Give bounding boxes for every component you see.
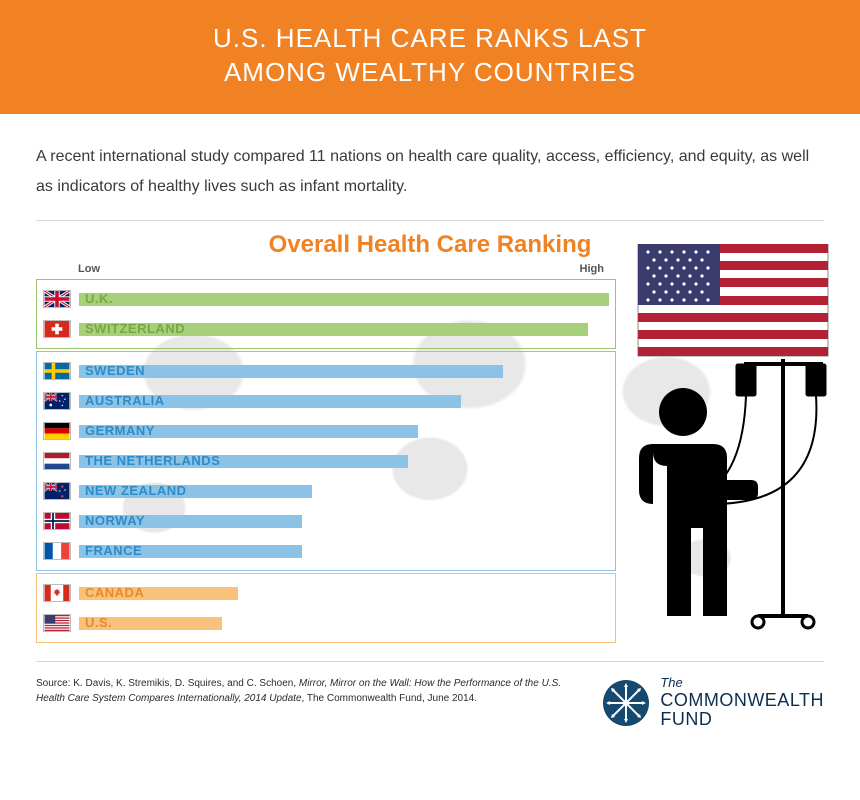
ranking-row: CANADA bbox=[43, 578, 609, 608]
flag-us-icon bbox=[43, 614, 71, 632]
flag-se-icon bbox=[43, 362, 71, 380]
ranking-row: SWEDEN bbox=[43, 356, 609, 386]
chart-container: Overall Health Care Ranking Low High U.K… bbox=[36, 220, 824, 643]
bar-area: SWEDEN bbox=[79, 365, 609, 378]
ranking-row: THE NETHERLANDS bbox=[43, 446, 609, 476]
ranking-row: NEW ZEALAND bbox=[43, 476, 609, 506]
country-label: NORWAY bbox=[85, 513, 145, 528]
commonwealth-fund-logo: The COMMONWEALTH FUND bbox=[602, 676, 824, 730]
ranking-row: NORWAY bbox=[43, 506, 609, 536]
country-label: AUSTRALIA bbox=[85, 393, 165, 408]
country-label: NEW ZEALAND bbox=[85, 483, 187, 498]
country-label: U.S. bbox=[85, 615, 112, 630]
ranking-row: GERMANY bbox=[43, 416, 609, 446]
flag-nz-icon bbox=[43, 482, 71, 500]
ranking-bar bbox=[79, 293, 609, 306]
bar-area: THE NETHERLANDS bbox=[79, 455, 609, 468]
flag-uk-icon bbox=[43, 290, 71, 308]
bar-area: FRANCE bbox=[79, 545, 609, 558]
header-line1: U.S. HEALTH CARE RANKS LAST bbox=[213, 23, 647, 53]
logo-text: The COMMONWEALTH FUND bbox=[660, 676, 824, 730]
us-flag-large-icon bbox=[638, 244, 828, 356]
source-citation: Source: K. Davis, K. Stremikis, D. Squir… bbox=[36, 676, 582, 706]
bar-area: GERMANY bbox=[79, 425, 609, 438]
ranking-row: FRANCE bbox=[43, 536, 609, 566]
logo-badge-icon bbox=[602, 679, 650, 727]
flag-fr-icon bbox=[43, 542, 71, 560]
ranking-row: SWITZERLAND bbox=[43, 314, 609, 344]
ranking-group: U.K. SWITZERLAND bbox=[36, 279, 616, 349]
bar-area: SWITZERLAND bbox=[79, 323, 609, 336]
ranking-row: U.K. bbox=[43, 284, 609, 314]
bar-area: U.K. bbox=[79, 293, 609, 306]
header-line2: AMONG WEALTHY COUNTRIES bbox=[224, 57, 636, 87]
flag-ch-icon bbox=[43, 320, 71, 338]
side-illustration bbox=[608, 244, 838, 649]
flag-de-icon bbox=[43, 422, 71, 440]
flag-nl-icon bbox=[43, 452, 71, 470]
country-label: U.K. bbox=[85, 291, 113, 306]
ranking-row: AUSTRALIA bbox=[43, 386, 609, 416]
bar-area: AUSTRALIA bbox=[79, 395, 609, 408]
flag-au-icon bbox=[43, 392, 71, 410]
header-banner: U.S. HEALTH CARE RANKS LAST AMONG WEALTH… bbox=[0, 0, 860, 114]
flag-no-icon bbox=[43, 512, 71, 530]
country-label: THE NETHERLANDS bbox=[85, 453, 220, 468]
bar-area: NORWAY bbox=[79, 515, 609, 528]
ranking-bars: U.K. SWITZERLAND SWEDEN AUSTRALIA GERMANY THE… bbox=[36, 279, 616, 643]
ranking-group: CANADA U.S. bbox=[36, 573, 616, 643]
bar-area: NEW ZEALAND bbox=[79, 485, 609, 498]
ranking-row: U.S. bbox=[43, 608, 609, 638]
flag-ca-icon bbox=[43, 584, 71, 602]
intro-text: A recent international study compared 11… bbox=[0, 114, 860, 221]
bar-area: U.S. bbox=[79, 617, 609, 630]
country-label: SWEDEN bbox=[85, 363, 145, 378]
country-label: SWITZERLAND bbox=[85, 321, 185, 336]
country-label: FRANCE bbox=[85, 543, 142, 558]
ranking-group: SWEDEN AUSTRALIA GERMANY THE NETHERLANDS NEW… bbox=[36, 351, 616, 571]
footer: Source: K. Davis, K. Stremikis, D. Squir… bbox=[36, 661, 824, 730]
country-label: GERMANY bbox=[85, 423, 155, 438]
bar-area: CANADA bbox=[79, 587, 609, 600]
country-label: CANADA bbox=[85, 585, 144, 600]
